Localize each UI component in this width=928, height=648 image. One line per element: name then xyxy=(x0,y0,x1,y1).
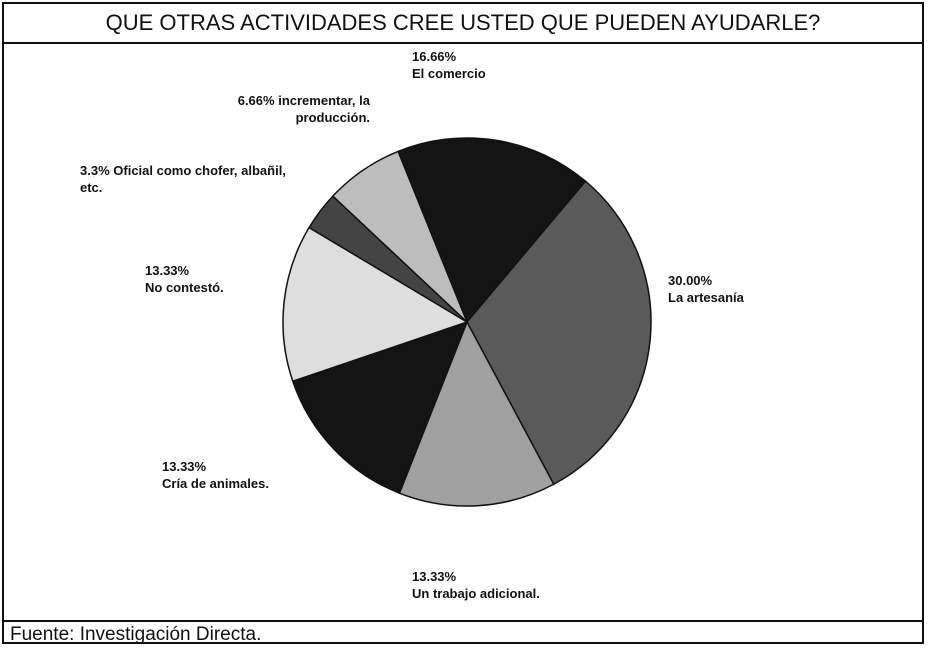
slice-label: 6.66% incrementar, la producción. xyxy=(170,92,370,126)
pie-slice xyxy=(331,150,468,323)
source-note: Fuente: Investigación Directa. xyxy=(10,624,262,645)
pie-slice xyxy=(398,320,555,507)
title-rule xyxy=(4,42,922,44)
slice-label: 13.33% Un trabajo adicional. xyxy=(412,568,612,602)
chart-title: QUE OTRAS ACTIVIDADES CREE USTED QUE PUE… xyxy=(105,10,821,35)
category-label: Oficial como chofer, albañil, etc. xyxy=(80,163,286,195)
category-label: Un trabajo adicional. xyxy=(412,586,540,601)
footer-rule xyxy=(4,620,922,622)
slice-label: 13.33% Cría de animales. xyxy=(162,458,342,492)
value-label: 30.00% xyxy=(668,273,713,288)
value-label: 3.3% xyxy=(80,163,110,178)
slice-label: 30.00% La artesanía xyxy=(668,272,808,306)
category-label: La artesanía xyxy=(668,290,744,305)
slice-label: 16.66% El comercio xyxy=(412,48,552,82)
value-label: 13.33% xyxy=(145,263,190,278)
pie-slice xyxy=(291,320,469,495)
category-label: Cría de animales. xyxy=(162,476,269,491)
slice-label: 13.33% No contestó. xyxy=(145,262,285,296)
category-label: incrementar, la producción. xyxy=(278,93,370,125)
value-label: 13.33% xyxy=(162,459,207,474)
category-label: No contestó. xyxy=(145,280,224,295)
slice-label: 3.3% Oficial como chofer, albañil, etc. xyxy=(80,162,295,196)
value-label: 13.33% xyxy=(412,569,457,584)
value-label: 16.66% xyxy=(412,49,457,64)
value-label: 6.66% xyxy=(237,93,275,108)
pie-slice xyxy=(282,226,469,383)
pie-slice xyxy=(397,137,587,324)
pie-slice xyxy=(466,180,652,486)
category-label: El comercio xyxy=(412,66,486,81)
